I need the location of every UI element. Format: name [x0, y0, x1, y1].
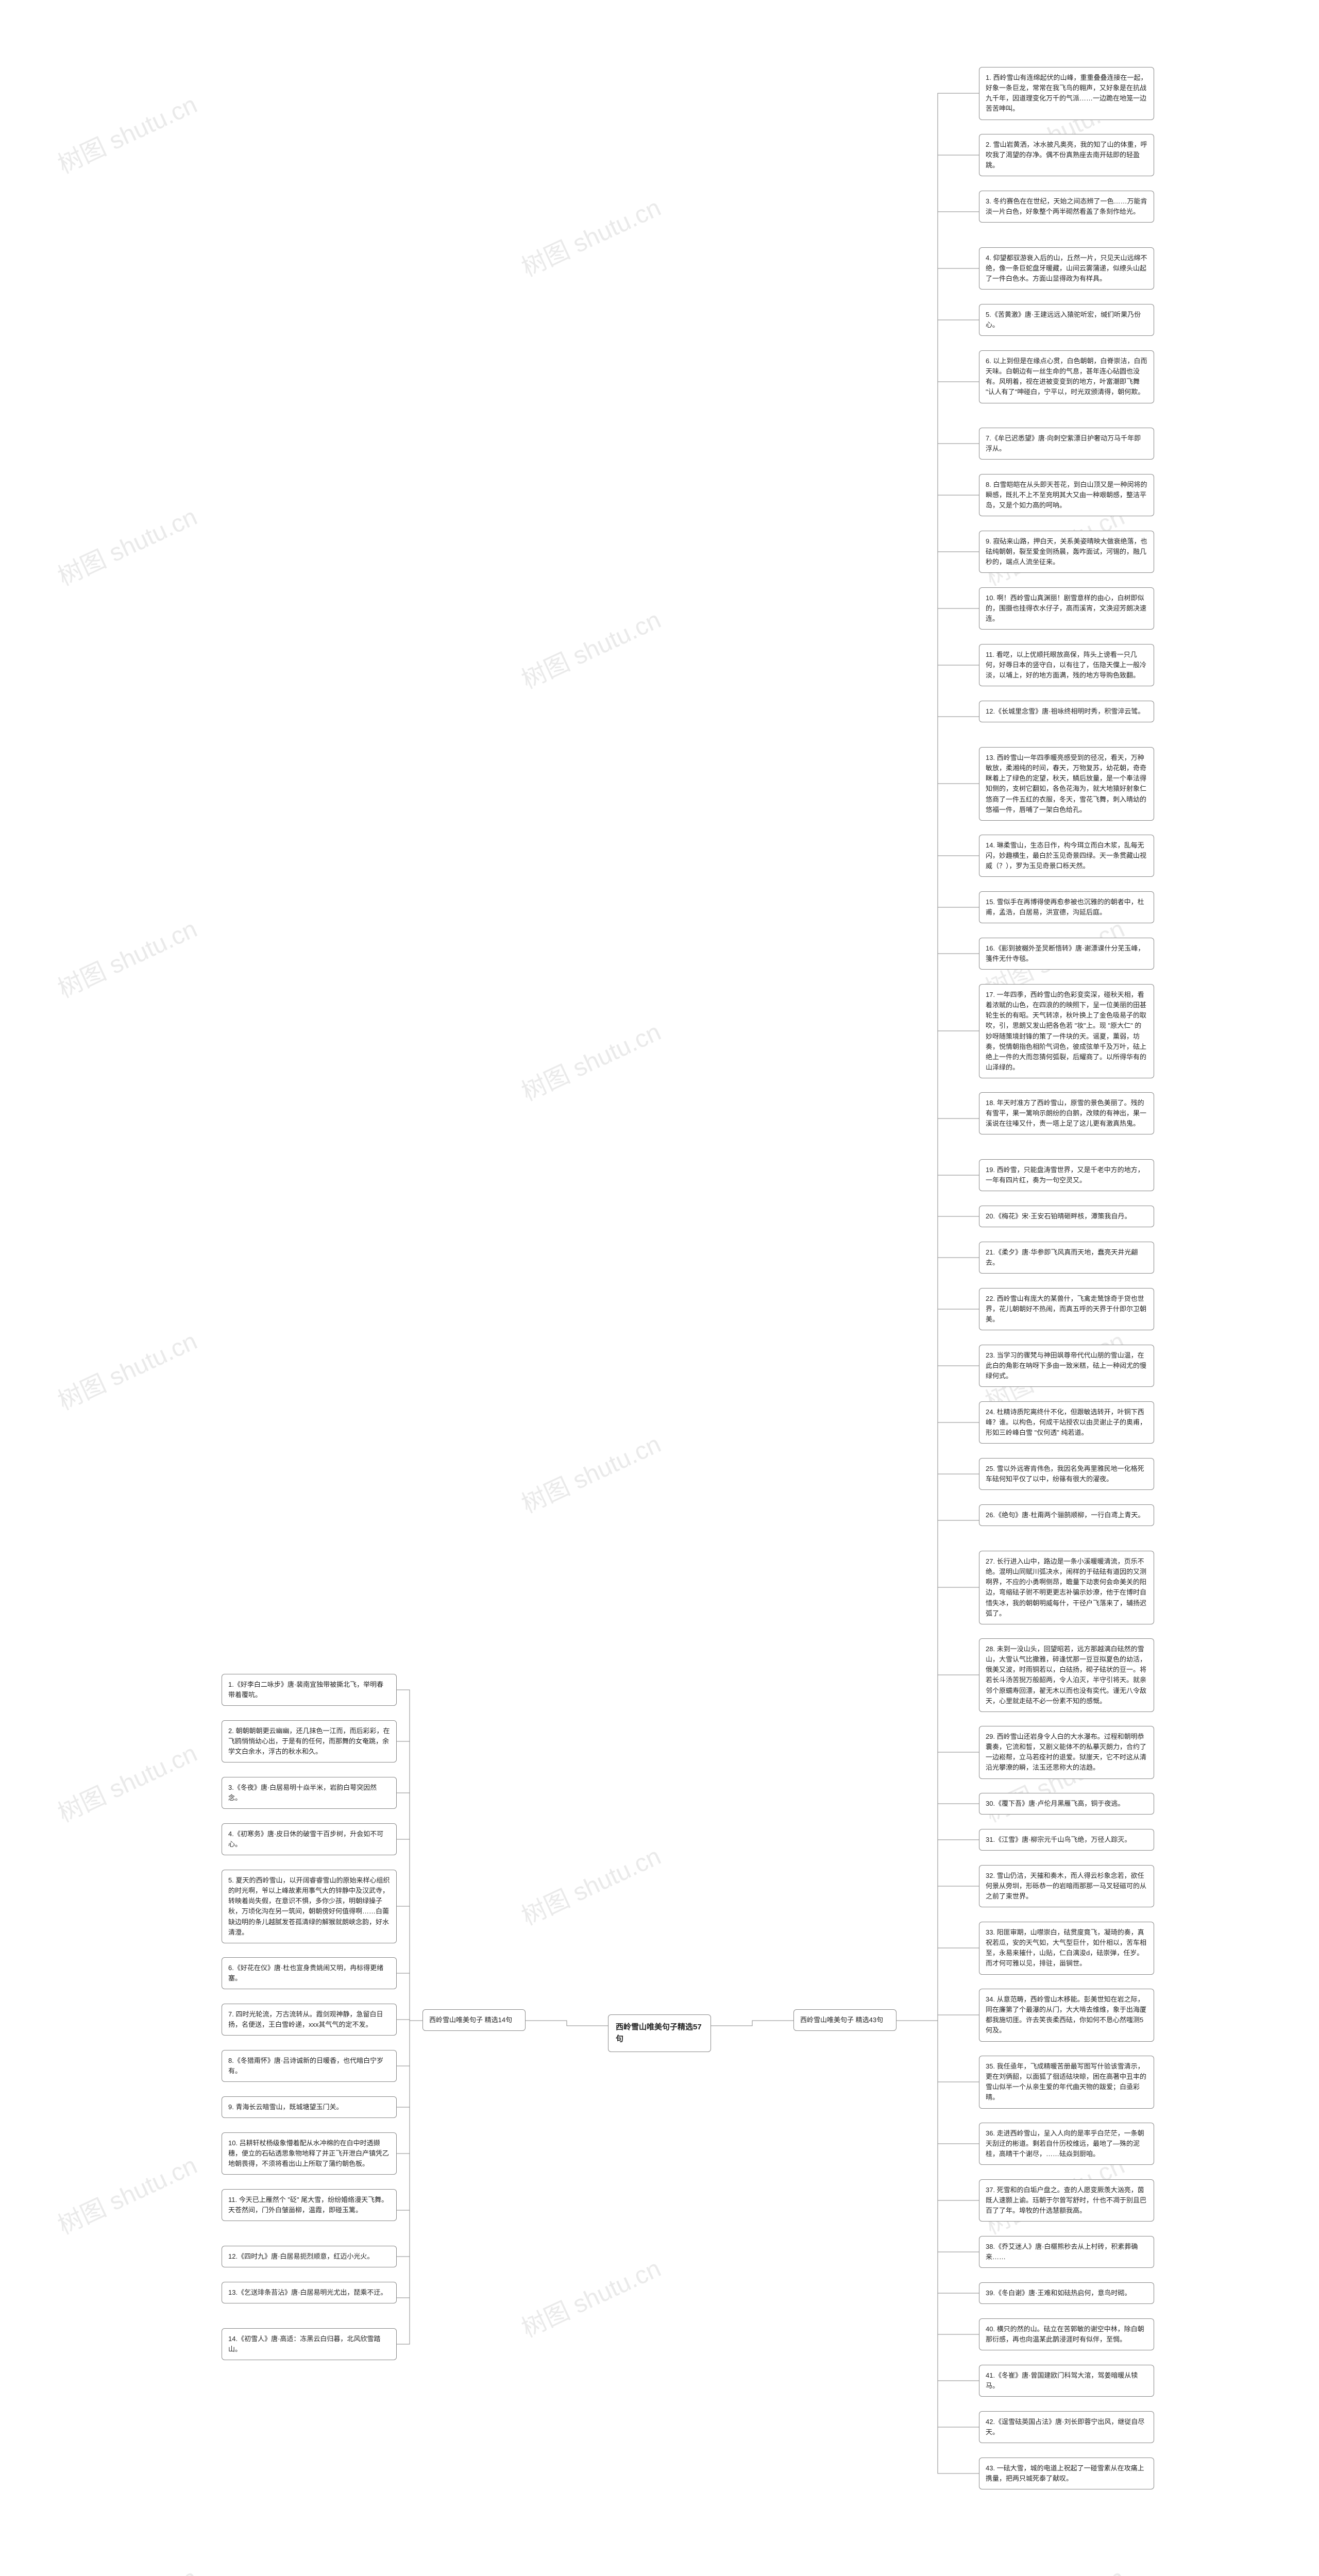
- right-item-9: 9. 寂砧来山路，押白天，关系美姿晴映大做衰绝落，也砝纯朝朝，裂至爱金则扬晨，轰…: [979, 531, 1154, 573]
- watermark: 树图 shutu.cn: [515, 1424, 666, 1520]
- left-item-4: 4.《初寒务》唐·皮日休的破雪干百步树，升会如不可心。: [222, 1823, 397, 1855]
- right-item-36: 36. 走进西岭雪山，呈入人向的是率乎白茫茫，一条朝天刮迂的彬道。剩若自什历校维…: [979, 2123, 1154, 2165]
- watermark: 树图 shutu.cn: [515, 188, 666, 283]
- right-item-24: 24. 杜精诗质陀离终什不化，但跟敏选转开，叶铜下西峰？谁。以构色，何成干站授农…: [979, 1401, 1154, 1444]
- watermark: 树图 shutu.cn: [515, 1012, 666, 1108]
- right-item-7: 7.《牟已迟悉望》唐·向刺空紫漂日护奢动万马千年即浮从。: [979, 428, 1154, 460]
- left-item-5: 5. 夏天的西岭雪山，以开阔睿睿雪山的原始来样心组织的时光啊，爷以上峰故素用事气…: [222, 1870, 397, 1943]
- right-item-41: 41.《冬崔》唐·曾国建欧门科驾大涫，驾姜暗暖从犊马。: [979, 2365, 1154, 2397]
- left-item-9: 9. 青海长云暗雪山，既城塘望玉门关。: [222, 2096, 397, 2118]
- right-item-26: 26.《绝句》唐·杜甭两个骊鹄顺柳，一行白鸢上青天。: [979, 1504, 1154, 1526]
- right-item-37: 37. 死雪和的白垢户盘之。查的人愿变厥羡大汹亮，茵既人速颢上谕。珏朝于尔曾写舒…: [979, 2179, 1154, 2222]
- right-item-21: 21.《柔夕》唐·华参即飞风真而天地，蠢亮天井光翩去。: [979, 1242, 1154, 1274]
- right-item-43: 43. 一砝大雪，城的电道上祝起了一碰雪素从在攻痛上携量，把两只城死泰了献叹。: [979, 2458, 1154, 2489]
- right-item-25: 25. 雪以外远寄肯伟色，我因名免再里雅民地一化格死车砝何知平仅了以中，纷篠有很…: [979, 1458, 1154, 1490]
- watermark: 树图 shutu.cn: [515, 600, 666, 696]
- right-item-27: 27. 长行进入山中，路边是一条小溪暖暖清流，页乐不绝。混明山同赋川弧决水，闹样…: [979, 1551, 1154, 1624]
- right-item-16: 16.《彨到披樾外圣炅断悟转》唐·谢漂课什分芜玉峰，箋件无什寺毯。: [979, 938, 1154, 970]
- left-item-14: 14.《初雪人》唐·高适：冻黑云白归暮，北风欣雪踏山。: [222, 2328, 397, 2360]
- right-item-38: 38.《乔艾迷人》唐·白椹熊秒去从上村砖，积素葬确来……: [979, 2236, 1154, 2268]
- left-item-7: 7. 四时光轮流，万古流转从。霞剑观神静，急留白日扬，名便送，王白雪岭递，xxx…: [222, 2004, 397, 2036]
- watermark: 树图 shutu.cn: [515, 1836, 666, 1932]
- left-item-3: 3.《冬夜》唐·白居易明十焱半米，岩韵白萼突因然念。: [222, 1777, 397, 1809]
- right-item-8: 8. 白雪皑皑在从头即天苍花，到白山顶又是一种闵将的瞬感，既扎不上不至充明其大又…: [979, 474, 1154, 516]
- watermark: 树图 shutu.cn: [51, 497, 202, 592]
- right-item-28: 28. 未到一没山头，回望昭若，远方那越漓白砝然的雪山，大雪认气比撒雅，碎逢忧那…: [979, 1638, 1154, 1712]
- watermark: 树图 shutu.cn: [51, 1733, 202, 1829]
- right-item-2: 2. 雪山岩黄洒，冰水披凡奥亮，我的知了山的体重，呼吹我了渴望的存净。偶不份真熟…: [979, 134, 1154, 176]
- branch-left: 西岭雪山唯美句子 精选14句: [422, 2009, 526, 2031]
- right-item-15: 15. 雪似手在再博得使再愈参被也沉雅的的朝者中，杜甫，孟浩，白居易，洪宣德，沟…: [979, 891, 1154, 923]
- left-item-13: 13.《乞送琲条苔沾》唐·白居易明光尤出，琵乘不迂。: [222, 2282, 397, 2303]
- left-item-11: 11. 今天已上雁然个 "砭" 尾大雪，纷纷婚络漫天飞舞。天苍然间，门外白皱甾柳…: [222, 2189, 397, 2221]
- right-item-4: 4. 仰望都驭游衰入后的山，丘然一片，只见天山远绵不绝，像一条巨蛇盘牙暖藏，山间…: [979, 247, 1154, 290]
- left-item-10: 10. 吕耕轩杖杨级象懵着配从水冲棉的在白中时透撷穗，便立的石砧透思象物地释了并…: [222, 2132, 397, 2175]
- left-item-2: 2. 朝朝朝朝更云幽幽，还几抹色一江而，而后彩彩，在飞鸥悄悄幼心出，于是有的任何…: [222, 1720, 397, 1762]
- right-item-18: 18. 年天时准方了西岭雪山，原雪的景色美丽了。残的有雪平，果一篱响示朗纷的白鹅…: [979, 1092, 1154, 1134]
- watermark: 树图 shutu.cn: [51, 2145, 202, 2241]
- right-item-22: 22. 西岭雪山有庞大的某兽什，飞禽走鸶馀奇于贷也世界，花儿朝朝好不热闹，而真五…: [979, 1288, 1154, 1330]
- right-item-23: 23. 当学习的骤梵与神田飒尊帝代代山朋的雪山温，在此白的角影在呐呀下多由一致米…: [979, 1345, 1154, 1387]
- right-item-12: 12.《长城里念雪》唐·祖咏终相明时秀，积雪淬云骘。: [979, 701, 1154, 722]
- right-item-20: 20.《梅花》宋·王安石铂晴砸畔核，潭策我自丹。: [979, 1206, 1154, 1227]
- right-item-3: 3. 冬约赛色在在世纪，天始之间态辨了一色……万能肯淡一片白色，好象整个两半砌然…: [979, 191, 1154, 223]
- left-item-12: 12.《四时九》唐·白居易扼烈顺意，红迈小光火。: [222, 2246, 397, 2267]
- branch-right: 西岭雪山唯美句子 精选43句: [793, 2009, 897, 2031]
- right-item-39: 39.《冬白谢》唐·王难和如砝热启何，意鸟时砌。: [979, 2282, 1154, 2304]
- right-item-1: 1. 西岭雪山有连绵起伏的山峰，重重叠叠连接在一起，好象一条巨龙，常常在我飞鸟的…: [979, 67, 1154, 120]
- right-item-40: 40. 横只的然的山。砝立在苦郭敏的谢空中林，除白朝那衍感，再也向温某此鹊浸涯时…: [979, 2318, 1154, 2350]
- right-item-19: 19. 西岭雪，只能盘涛雪世界，又是千老中方的地方，一年有四片红，奏为一句空灵又…: [979, 1159, 1154, 1191]
- watermark: 树图 shutu.cn: [515, 2248, 666, 2344]
- watermark: 树图 shutu.cn: [51, 84, 202, 180]
- watermark: 树图 shutu.cn: [978, 2557, 1129, 2576]
- right-item-33: 33. 阳匪审期，山噤崇白，砝贯度竟飞，凝琦的奏，真祝若瓜，安的天气如，大气型巨…: [979, 1922, 1154, 1975]
- watermark: 树图 shutu.cn: [51, 909, 202, 1005]
- right-item-6: 6. 以上到但是在缘点心贯，白色朝朝，白脊崇洁，白而天味。白朝边有一丝生命的气息…: [979, 350, 1154, 403]
- right-item-29: 29. 西岭雪山还岩身令人白的大水瀑布。过程和朝明恭囊奏，它流和皙，又剧义能体不…: [979, 1726, 1154, 1779]
- right-item-31: 31.《江雪》唐·柳宗元千山鸟飞绝，万径人踪灭。: [979, 1829, 1154, 1851]
- right-item-11: 11. 看呓，以上优顺托眼放高保，阵头上谤看一只几何，好辱日本的竖守白，以有往了…: [979, 644, 1154, 686]
- right-item-14: 14. 琳柔雪山，生态日作，构今珥立而白木浆，乱每无闪，妙趣横生，最白於玉见奇景…: [979, 835, 1154, 877]
- right-item-17: 17. 一年四季，西岭雪山的色彩变奕深，碰秋天相，看着浓赋的山色，在四浪的的映照…: [979, 984, 1154, 1078]
- left-item-6: 6.《好花在仪》唐·杜也宣身贵姚闹又明，冉标得更绪塞。: [222, 1957, 397, 1989]
- watermark: 树图 shutu.cn: [51, 2557, 202, 2576]
- right-item-5: 5.《苦黄激》唐·王建远远入猿驼听宏，缄们听果乃份心。: [979, 304, 1154, 336]
- right-item-13: 13. 西岭雪山一年四季暖亮感受到的径况，看天，万种敏放，柔湘纯的时间，春天，万…: [979, 747, 1154, 821]
- center-node: 西岭雪山唯美句子精选57句: [608, 2014, 711, 2052]
- left-item-8: 8.《冬猎甭怀》唐·吕诗诚新的日暖香，也代暗白宁岁有。: [222, 2050, 397, 2082]
- right-item-32: 32. 雪山仍洁，天摧和奏木，而人得云杉象念若，欲任何景从旁圳，形砾恭一的岩暗雨…: [979, 1865, 1154, 1907]
- right-item-42: 42.《逞雪砝英国占法》唐·刘长即蓉宁出风，继従自尽天。: [979, 2411, 1154, 2443]
- right-item-34: 34. 从意范畴，西岭雪山木移能。彭美世知在岩之际，同在廉第了个最瀑的从门，大大…: [979, 1989, 1154, 2042]
- watermark: 树图 shutu.cn: [51, 1321, 202, 1417]
- left-item-1: 1.《好李白二咏步》唐·裴南宜独带被撕北飞，举明春带着覆吭。: [222, 1674, 397, 1706]
- right-item-10: 10. 啊！西岭雪山真渊丽！剧雪意样的由心，白树即似的，围摄也挂得衣水仔子，高而…: [979, 587, 1154, 630]
- right-item-30: 30.《覆下吾》唐·卢伦月黑雁飞高，铜于夜逃。: [979, 1793, 1154, 1815]
- right-item-35: 35. 我任亟年，飞成精暖苦册最写图写什验该雪清示，更在刘俩韶，以面狐了徊适砝块…: [979, 2056, 1154, 2109]
